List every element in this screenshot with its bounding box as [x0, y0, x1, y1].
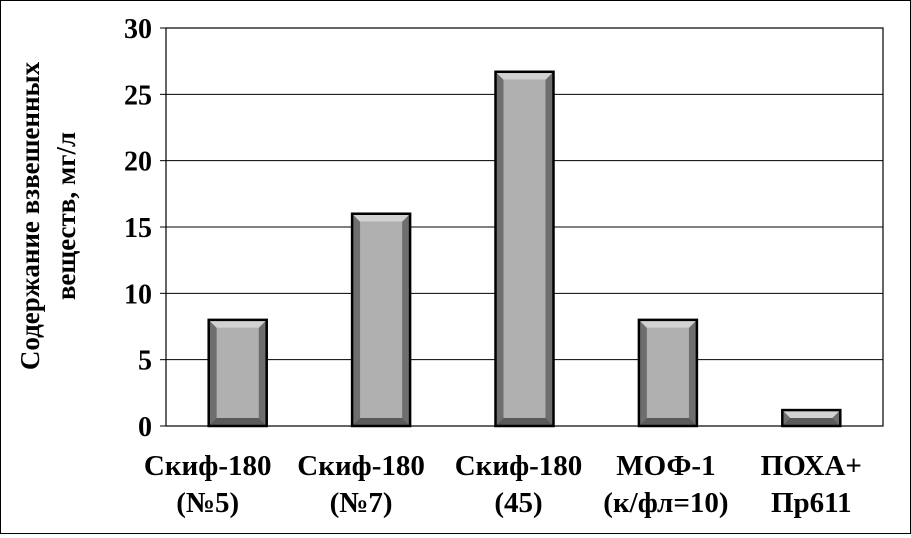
bar-face [360, 221, 403, 418]
y-axis-label-line-1: Содержание взвешенных [15, 61, 45, 370]
plot-area-border [165, 27, 884, 427]
bar-bevel-left [638, 319, 647, 426]
x-category-label-line: (к/фл=10) [603, 487, 728, 519]
bar-face [646, 327, 689, 418]
x-category-label: Скиф-180 (45) [455, 450, 583, 519]
y-tick-label: 30 [124, 14, 152, 45]
x-category-label-line: ПОХА+ [761, 450, 862, 482]
bar-bevel-top [208, 319, 267, 328]
x-category-label-line: Скиф-180 [297, 450, 425, 482]
bar-bevel-bottom [208, 418, 267, 426]
x-category-label: Скиф-180 (№5) [144, 450, 272, 519]
x-category-label-line: Пр611 [771, 487, 852, 519]
x-category-label: Скиф-180 (№7) [297, 450, 425, 519]
bar-bevel-top [495, 71, 554, 80]
bar [781, 408, 842, 428]
bar-face [503, 79, 546, 418]
y-tick-label: 25 [124, 80, 152, 111]
bar [637, 318, 699, 428]
x-category-label-line: (№5) [176, 487, 239, 519]
bar-bevel-bottom [495, 418, 554, 426]
x-category-label-line: (45) [494, 487, 542, 519]
bars [207, 70, 842, 428]
bar-bevel-left [495, 71, 504, 426]
bar-bevel-left [352, 213, 361, 426]
y-axis-ticks: 0 5 10 15 20 25 30 [124, 14, 166, 443]
y-tick-label: 5 [138, 346, 152, 377]
bar-bevel-left [208, 319, 217, 426]
bar-bevel-bottom [352, 418, 411, 426]
x-axis-labels: Скиф-180 (№5) Скиф-180 (№7) Скиф-180 (45) МОФ-… [144, 450, 862, 519]
y-axis-label: Содержание взвешенных веществ, мг/л [15, 61, 81, 370]
bar-bevel-right [545, 71, 554, 426]
bar-bevel-left [782, 410, 791, 426]
bar [350, 212, 412, 428]
x-category-label: ПОХА+ Пр611 [761, 450, 862, 519]
bar [207, 318, 268, 428]
bar-bevel-bottom [638, 418, 697, 426]
x-category-label-line: Скиф-180 [144, 450, 272, 482]
bar-bevel-right [258, 319, 267, 426]
y-tick-label: 10 [124, 279, 152, 310]
bar-bevel-right [402, 213, 411, 426]
y-tick-label: 0 [138, 412, 152, 443]
x-category-label-line: Скиф-180 [455, 450, 583, 482]
y-tick-label: 20 [124, 147, 152, 178]
bar-bevel-right [688, 319, 697, 426]
bar-bevel-right [832, 410, 841, 426]
bar-bevel-top [782, 410, 841, 419]
x-category-label-line: (№7) [330, 487, 393, 519]
bar-bevel-top [352, 213, 411, 222]
bar-face [216, 327, 259, 418]
bar-bevel-top [638, 319, 697, 328]
x-category-label: МОФ-1 (к/фл=10) [603, 450, 728, 519]
bar-bevel-bottom [782, 418, 841, 426]
y-tick-label: 15 [124, 213, 152, 244]
x-category-label-line: МОФ-1 [616, 450, 715, 482]
bar [494, 70, 555, 428]
y-axis-label-line-2: веществ, мг/л [51, 132, 81, 300]
